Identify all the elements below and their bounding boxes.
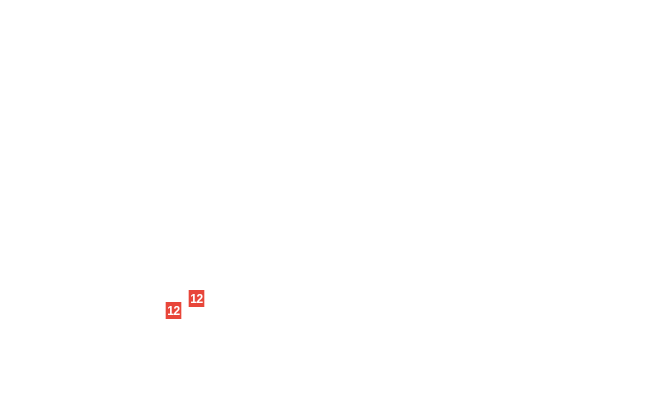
count-badge-lower-left[interactable]: 12: [165, 302, 182, 319]
count-badge-label: 12: [190, 291, 203, 306]
count-badge-upper-right[interactable]: 12: [188, 290, 205, 307]
count-badge-label: 12: [167, 303, 180, 318]
